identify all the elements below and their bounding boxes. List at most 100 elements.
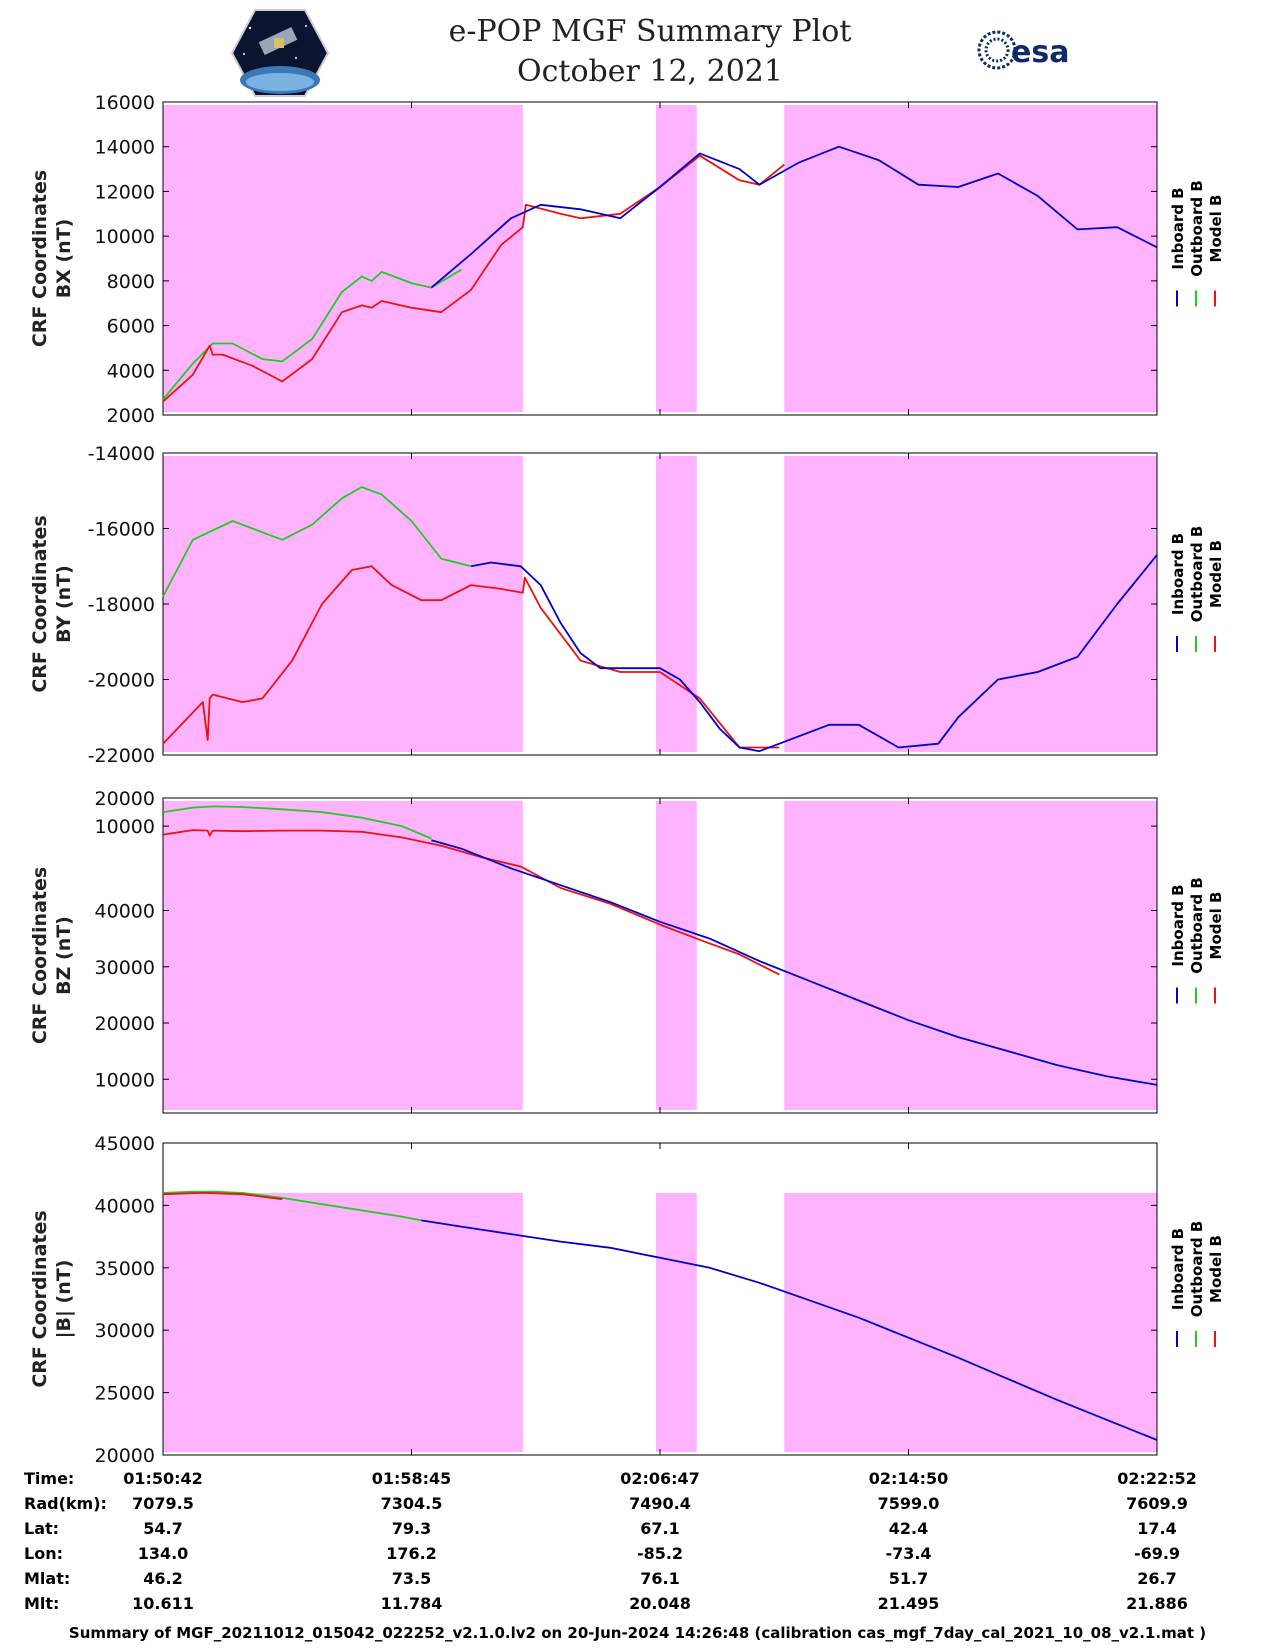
orbit-row-label: Time: bbox=[24, 1469, 75, 1488]
orbit-cell: 01:58:45 bbox=[371, 1469, 452, 1488]
y-axis-label: BX (nT) bbox=[53, 219, 75, 299]
y-tick-label: 30000 bbox=[95, 957, 155, 979]
orbit-cell: 21.495 bbox=[877, 1594, 940, 1613]
y-axis-label: CRF Coordinates bbox=[29, 1210, 51, 1387]
y-tick-label: 10000 bbox=[95, 816, 155, 838]
legend-label: Inboard B bbox=[1169, 187, 1187, 269]
y-axis-label: BZ (nT) bbox=[53, 916, 75, 995]
orbit-cell: 26.7 bbox=[1137, 1569, 1177, 1588]
orbit-cell: -73.4 bbox=[885, 1544, 932, 1563]
shaded-interval bbox=[163, 801, 523, 1110]
orbit-cell: 7609.9 bbox=[1126, 1494, 1188, 1513]
shaded-interval bbox=[163, 105, 523, 412]
y-tick-label: -16000 bbox=[88, 519, 155, 541]
series-line-outboard-b bbox=[162, 268, 462, 400]
plot-title: e-POP MGF Summary Plot bbox=[448, 14, 852, 49]
shaded-interval bbox=[656, 1192, 697, 1452]
y-tick-label: 10000 bbox=[95, 226, 155, 248]
series-line-outboard-b bbox=[162, 1190, 422, 1222]
esa-logo-icon: esa bbox=[975, 28, 1095, 72]
series-line-inboard-b bbox=[430, 145, 1158, 289]
y-tick-label: 35000 bbox=[95, 1258, 155, 1280]
shaded-interval bbox=[784, 1192, 1157, 1452]
legend-label: Outboard B bbox=[1188, 1221, 1206, 1318]
y-tick-label: 6000 bbox=[107, 316, 155, 338]
legend-label: Model B bbox=[1207, 892, 1225, 960]
series-line-inboard-b bbox=[431, 839, 1158, 1086]
chart-panel-3: 20000 10000 40000 30000 20000 10000 CRF Coordi… bbox=[29, 788, 1225, 1114]
y-tick-label: 10000 bbox=[95, 1069, 155, 1091]
footer-caption: Summary of MGF_20211012_015042_022252_v2… bbox=[68, 1624, 1207, 1642]
y-tick-label: 16000 bbox=[95, 92, 155, 114]
series-line-model-b bbox=[162, 829, 780, 976]
y-tick-label: 30000 bbox=[95, 1320, 155, 1342]
orbit-cell: 7079.5 bbox=[132, 1494, 194, 1513]
orbit-cell: -85.2 bbox=[636, 1544, 684, 1563]
orbit-cell: 10.611 bbox=[132, 1594, 194, 1613]
orbit-cell: 01:50:42 bbox=[123, 1469, 203, 1488]
legend-label: Inboard B bbox=[1169, 884, 1187, 966]
orbit-row-label: Rad(km): bbox=[24, 1494, 107, 1513]
cassiope-satellite-logo-icon bbox=[230, 8, 330, 98]
series-line-model-b bbox=[162, 1192, 283, 1201]
y-tick-label: 2000 bbox=[107, 405, 155, 427]
shaded-interval bbox=[163, 1192, 523, 1452]
shaded-interval bbox=[163, 456, 523, 752]
legend-label: Model B bbox=[1207, 195, 1225, 263]
orbit-cell: 7599.0 bbox=[877, 1494, 940, 1513]
y-axis-label: |B| (nT) bbox=[53, 1260, 75, 1339]
orbit-cell: 42.4 bbox=[888, 1519, 929, 1538]
shaded-interval bbox=[656, 105, 697, 412]
orbit-cell: 76.1 bbox=[640, 1569, 680, 1588]
y-axis-label: CRF Coordinates bbox=[29, 867, 51, 1044]
legend-label: Model B bbox=[1207, 540, 1225, 608]
esa-logo-text: esa bbox=[1011, 35, 1069, 70]
plot-date: October 12, 2021 bbox=[517, 54, 783, 89]
orbit-cell: 54.7 bbox=[143, 1519, 183, 1538]
legend-label: Outboard B bbox=[1188, 180, 1206, 277]
y-axis-label: CRF Coordinates bbox=[29, 170, 51, 347]
orbit-cell: 7304.5 bbox=[380, 1494, 443, 1513]
y-tick-label: 14000 bbox=[95, 137, 155, 159]
orbit-cell: 17.4 bbox=[1137, 1519, 1177, 1538]
orbit-cell: 134.0 bbox=[137, 1544, 189, 1563]
shaded-interval bbox=[656, 801, 697, 1110]
orbit-cell: 7490.4 bbox=[629, 1494, 691, 1513]
chart-panel-2: -14000 -16000 -18000 -20000 -22000 CRF Coordi… bbox=[29, 443, 1225, 767]
y-tick-label: 12000 bbox=[95, 181, 155, 203]
legend-label: Model B bbox=[1207, 1235, 1225, 1303]
series-line-inboard-b bbox=[470, 554, 1158, 753]
legend-label: Inboard B bbox=[1169, 533, 1187, 615]
y-axis-label: CRF Coordinates bbox=[29, 515, 51, 692]
y-tick-label: -18000 bbox=[88, 594, 155, 616]
y-tick-label: -20000 bbox=[88, 670, 155, 692]
chart-panel-1: 16000 14000 12000 10000 8000 6000 4000 2000 CRF … bbox=[29, 92, 1225, 427]
shaded-interval bbox=[784, 105, 1157, 412]
series-line-outboard-b bbox=[162, 486, 472, 597]
y-tick-label: -22000 bbox=[88, 745, 155, 767]
orbit-row-label: Lon: bbox=[24, 1544, 63, 1563]
y-tick-label: 20000 bbox=[95, 788, 155, 810]
legend-label: Outboard B bbox=[1188, 877, 1206, 974]
orbit-cell: 176.2 bbox=[386, 1544, 437, 1563]
orbit-cell: -69.9 bbox=[1133, 1544, 1181, 1563]
y-tick-label: 20000 bbox=[95, 1013, 155, 1035]
y-tick-label: 45000 bbox=[95, 1133, 155, 1155]
shaded-interval bbox=[784, 801, 1157, 1110]
orbit-cell: 51.7 bbox=[888, 1569, 929, 1588]
y-tick-label: 40000 bbox=[95, 901, 155, 923]
orbit-cell: 11.784 bbox=[380, 1594, 443, 1613]
orbit-row-label: Lat: bbox=[24, 1519, 60, 1538]
legend-label: Inboard B bbox=[1169, 1228, 1187, 1310]
y-tick-label: 25000 bbox=[95, 1383, 155, 1405]
series-line-outboard-b bbox=[162, 805, 432, 840]
y-tick-label: -14000 bbox=[88, 443, 155, 465]
orbit-cell: 46.2 bbox=[143, 1569, 183, 1588]
legend-label: Outboard B bbox=[1188, 526, 1206, 623]
y-tick-label: 4000 bbox=[107, 360, 155, 382]
y-tick-label: 20000 bbox=[95, 1445, 155, 1467]
orbit-cell: 02:14:50 bbox=[868, 1469, 949, 1488]
orbit-cell: 67.1 bbox=[640, 1519, 680, 1538]
